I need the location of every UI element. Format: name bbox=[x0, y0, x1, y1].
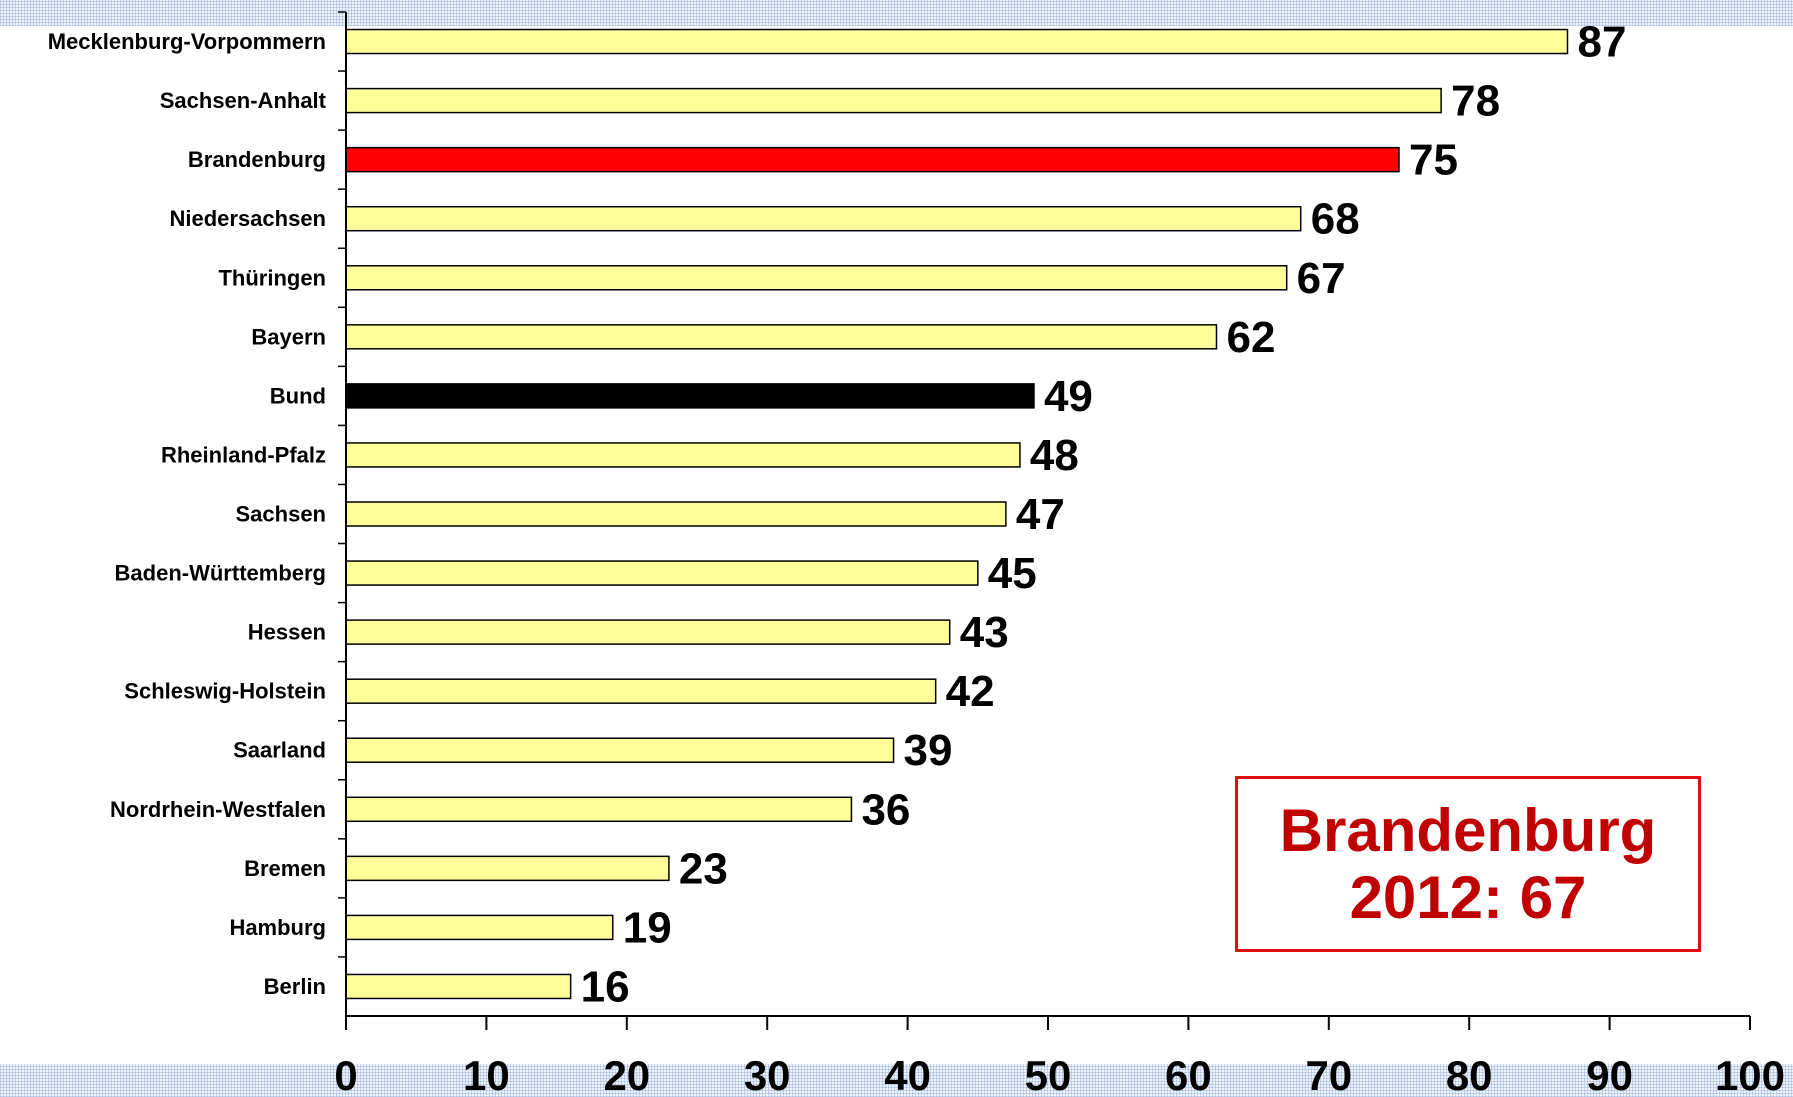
value-label-th-ringen: 67 bbox=[1297, 254, 1346, 303]
category-label-saarland: Saarland bbox=[233, 738, 326, 763]
category-label-th-ringen: Thüringen bbox=[218, 265, 326, 290]
value-label-hamburg: 19 bbox=[623, 903, 672, 952]
bar-rheinland-pfalz bbox=[345, 442, 1021, 468]
bar-schleswig-holstein bbox=[345, 678, 937, 704]
bar-bund bbox=[345, 383, 1035, 409]
bar-baden-w-rttemberg bbox=[345, 560, 979, 586]
category-label-sachsen-anhalt: Sachsen-Anhalt bbox=[160, 88, 327, 113]
value-label-bund: 49 bbox=[1044, 372, 1093, 421]
bar-niedersachsen bbox=[345, 205, 1302, 232]
value-label-mecklenburg-vorpommern: 87 bbox=[1577, 18, 1626, 67]
category-label-berlin: Berlin bbox=[264, 974, 326, 999]
category-label-mecklenburg-vorpommern: Mecklenburg-Vorpommern bbox=[48, 29, 326, 54]
category-label-baden-w-rttemberg: Baden-Württemberg bbox=[115, 561, 326, 586]
bar-mecklenburg-vorpommern bbox=[345, 28, 1569, 55]
bar-sachsen-anhalt bbox=[345, 87, 1442, 114]
x-tick-label-10: 10 bbox=[463, 1052, 510, 1097]
value-label-bremen: 23 bbox=[679, 844, 728, 893]
value-label-berlin: 16 bbox=[581, 962, 630, 1011]
bar-bremen bbox=[345, 855, 670, 882]
x-tick-label-50: 50 bbox=[1025, 1052, 1072, 1097]
category-label-hamburg: Hamburg bbox=[229, 915, 326, 940]
value-label-bayern: 62 bbox=[1226, 313, 1275, 362]
category-label-brandenburg: Brandenburg bbox=[188, 147, 326, 172]
value-label-rheinland-pfalz: 48 bbox=[1030, 431, 1079, 480]
value-label-nordrhein-westfalen: 36 bbox=[861, 785, 910, 834]
brandenburg-2012-callout: Brandenburg 2012: 67 bbox=[1235, 776, 1701, 952]
bar-th-ringen bbox=[345, 265, 1288, 291]
x-tick-label-90: 90 bbox=[1586, 1052, 1633, 1097]
value-label-sachsen: 47 bbox=[1016, 490, 1065, 539]
x-tick-label-60: 60 bbox=[1165, 1052, 1212, 1097]
category-label-bund: Bund bbox=[270, 383, 326, 408]
bottom-decorative-band bbox=[0, 1064, 1793, 1097]
bar-bayern bbox=[345, 324, 1218, 350]
callout-line-2: 2012: 67 bbox=[1349, 864, 1587, 931]
x-tick-label-80: 80 bbox=[1446, 1052, 1493, 1097]
bar-sachsen bbox=[345, 501, 1007, 527]
value-label-hessen: 43 bbox=[960, 608, 1009, 657]
category-label-nordrhein-westfalen: Nordrhein-Westfalen bbox=[110, 797, 326, 822]
bar-nordrhein-westfalen bbox=[345, 796, 853, 823]
category-label-hessen: Hessen bbox=[248, 620, 326, 645]
category-label-sachsen: Sachsen bbox=[236, 502, 327, 527]
x-tick-label-40: 40 bbox=[884, 1052, 931, 1097]
bar-berlin bbox=[345, 973, 572, 1000]
x-tick-label-70: 70 bbox=[1305, 1052, 1352, 1097]
value-label-schleswig-holstein: 42 bbox=[946, 667, 995, 716]
category-label-rheinland-pfalz: Rheinland-Pfalz bbox=[161, 442, 326, 467]
callout-line-1: Brandenburg bbox=[1279, 796, 1657, 864]
x-tick-label-0: 0 bbox=[334, 1052, 357, 1097]
value-label-brandenburg: 75 bbox=[1409, 136, 1458, 185]
value-label-niedersachsen: 68 bbox=[1311, 195, 1360, 244]
value-label-sachsen-anhalt: 78 bbox=[1451, 77, 1500, 126]
category-label-bayern: Bayern bbox=[251, 324, 326, 349]
category-label-niedersachsen: Niedersachsen bbox=[169, 206, 326, 231]
category-label-bremen: Bremen bbox=[244, 856, 326, 881]
value-label-baden-w-rttemberg: 45 bbox=[988, 549, 1037, 598]
x-tick-label-100: 100 bbox=[1715, 1052, 1785, 1097]
value-label-saarland: 39 bbox=[904, 726, 953, 775]
x-tick-label-30: 30 bbox=[744, 1052, 791, 1097]
bar-saarland bbox=[345, 737, 895, 763]
bar-brandenburg bbox=[345, 146, 1400, 173]
bar-hamburg bbox=[345, 914, 614, 941]
top-decorative-band bbox=[0, 0, 1793, 26]
x-tick-label-20: 20 bbox=[603, 1052, 650, 1097]
bar-hessen bbox=[345, 619, 951, 645]
category-label-schleswig-holstein: Schleswig-Holstein bbox=[124, 679, 326, 704]
